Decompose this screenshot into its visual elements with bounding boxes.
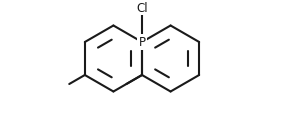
Text: P: P xyxy=(139,36,145,49)
Text: Cl: Cl xyxy=(136,1,148,14)
